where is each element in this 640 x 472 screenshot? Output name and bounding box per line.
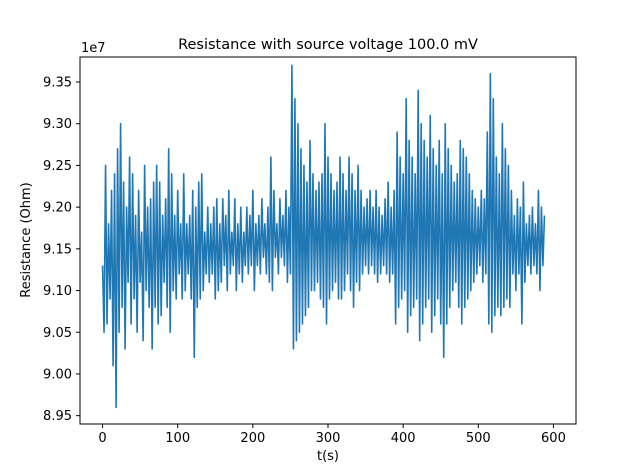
plot-frame	[79, 56, 577, 425]
x-axis-label: t(s)	[317, 449, 339, 464]
x-tick-label: 0	[98, 431, 106, 446]
y-axis-label: Resistance (Ohm)	[19, 182, 34, 297]
y-tick-label: 9.30	[43, 117, 72, 132]
x-tick-label: 300	[316, 431, 341, 446]
y-tick-label: 9.35	[43, 76, 72, 91]
y-tick-label: 9.25	[43, 159, 72, 174]
y-tick-label: 9.10	[43, 284, 72, 299]
y-tick-label: 9.15	[43, 242, 72, 257]
chart-title: Resistance with source voltage 100.0 mV	[178, 37, 478, 53]
x-tick-label: 500	[466, 431, 491, 446]
y-tick-label: 8.95	[43, 409, 72, 424]
series-line	[101, 64, 546, 409]
series-layer	[101, 64, 546, 409]
y-tick-label: 9.00	[43, 367, 72, 382]
y-scale-label: 1e7	[81, 41, 106, 56]
x-tick-label: 600	[541, 431, 566, 446]
y-tick-label: 9.05	[43, 326, 72, 341]
y-tick-label: 9.20	[43, 201, 72, 216]
axis-ticks: 0 100 200 300 400 500 600 8.95 9.00 9.05 9.10 9.15 9…	[43, 76, 566, 446]
x-tick-label: 400	[391, 431, 416, 446]
x-tick-label: 200	[240, 431, 265, 446]
x-tick-label: 100	[165, 431, 190, 446]
